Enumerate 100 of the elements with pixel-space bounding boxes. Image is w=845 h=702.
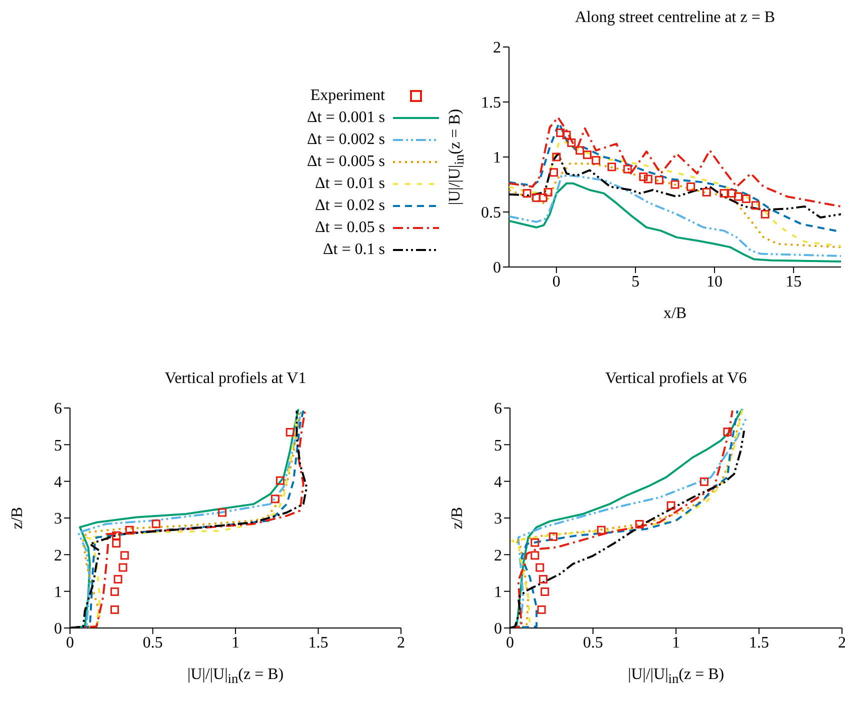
- point: [270, 494, 280, 504]
- y-tick-label: 5: [54, 437, 62, 454]
- legend-label: Δt = 0.001 s: [307, 108, 385, 126]
- point: [666, 501, 676, 510]
- x-tick-label: 1.5: [308, 634, 328, 652]
- point: [152, 520, 160, 528]
- point: [720, 189, 728, 198]
- point: [540, 587, 550, 596]
- y-tick-label: 2: [494, 547, 502, 564]
- point: [583, 150, 592, 160]
- point: [576, 146, 584, 155]
- x-tick-label: 5: [631, 273, 640, 290]
- point: [125, 526, 134, 534]
- point: [538, 193, 548, 202]
- point: [112, 539, 121, 548]
- point: [286, 428, 294, 436]
- point: [728, 189, 736, 198]
- y-tick-label: 3: [494, 510, 502, 528]
- y-tick-label: 6: [494, 400, 502, 418]
- y-tick-label: 2: [493, 40, 501, 57]
- chart-title: Along street centreline at z = B: [574, 9, 776, 27]
- point: [686, 182, 696, 191]
- y-tick-label: 0: [493, 260, 501, 277]
- point: [700, 477, 708, 486]
- y-tick-label: 4: [54, 474, 62, 492]
- x-axis-title: x/B: [663, 305, 687, 323]
- point: [670, 180, 680, 189]
- point: [549, 168, 558, 177]
- point: [548, 532, 558, 541]
- point: [639, 172, 648, 182]
- point: [552, 152, 561, 162]
- point: [112, 531, 121, 540]
- x-tick-label: 2: [397, 634, 405, 652]
- legend-label: Experiment: [310, 86, 385, 104]
- point: [114, 574, 122, 584]
- point: [734, 192, 742, 201]
- chart-title: Vertical profiels at V6: [605, 370, 747, 388]
- x-tick-label: 0: [552, 273, 560, 290]
- x-tick-label: 1: [232, 634, 240, 652]
- point: [760, 210, 770, 218]
- line-series: [509, 116, 841, 208]
- x-axis-title: |U|/|U|$_{in}$(z = B): [187, 666, 284, 688]
- y-tick-label: 1: [494, 584, 502, 602]
- x-tick-label: 0: [506, 634, 514, 652]
- legend-label: Δt = 0.01 s: [315, 174, 385, 192]
- y-tick-label: 0: [494, 620, 502, 638]
- y-tick-label: 6: [54, 400, 62, 418]
- point: [536, 563, 544, 572]
- point: [597, 526, 606, 534]
- point: [644, 174, 652, 184]
- legend-label: Δt = 0.002 s: [307, 130, 385, 148]
- point: [562, 130, 571, 140]
- point: [654, 176, 664, 184]
- point: [635, 520, 644, 528]
- x-tick-label: 1: [672, 634, 680, 652]
- point: [538, 574, 548, 584]
- point: [567, 138, 576, 147]
- point: [556, 128, 565, 138]
- x-tick-label: 1.5: [749, 634, 769, 652]
- point: [118, 563, 128, 572]
- point: [532, 193, 541, 202]
- chart-title: Vertical profiels at V1: [164, 370, 306, 388]
- y-tick-label: 0: [54, 620, 62, 638]
- point: [537, 605, 546, 614]
- point: [592, 156, 600, 165]
- y-tick-label: 1: [493, 150, 501, 167]
- point: [110, 605, 119, 614]
- x-tick-label: 0: [66, 634, 74, 652]
- point: [608, 162, 616, 172]
- legend-label: Δt = 0.02 s: [315, 196, 385, 214]
- x-tick-label: 0.5: [583, 634, 603, 652]
- y-tick-label: 5: [494, 437, 502, 454]
- point: [751, 201, 760, 210]
- point: [110, 587, 119, 596]
- point: [623, 164, 632, 174]
- point: [120, 551, 129, 560]
- x-tick-label: 0.5: [142, 634, 163, 652]
- x-tick-label: 15: [786, 273, 802, 290]
- x-axis-title: |U|/|U|$_{in}$(z = B): [628, 666, 724, 688]
- y-axis-title: z/B: [449, 506, 467, 530]
- point: [723, 428, 732, 436]
- point: [530, 551, 540, 560]
- point: [742, 194, 750, 204]
- point: [530, 538, 540, 547]
- y-tick-label: 4: [494, 474, 502, 492]
- point: [702, 188, 711, 196]
- y-tick-label: 1.5: [481, 94, 501, 112]
- y-tick-label: 0.5: [481, 204, 501, 222]
- legend-label: Δt = 0.1 s: [323, 240, 385, 258]
- point: [218, 508, 227, 517]
- x-tick-label: 2: [838, 634, 845, 652]
- x-tick-label: 10: [706, 273, 723, 290]
- line-series: [509, 140, 841, 248]
- y-tick-label: 2: [54, 547, 62, 564]
- y-tick-label: 3: [54, 510, 62, 528]
- point: [276, 476, 284, 485]
- legend-label: Δt = 0.005 s: [307, 152, 385, 170]
- point: [522, 189, 532, 198]
- y-tick-label: 1: [54, 584, 62, 602]
- point: [544, 188, 552, 196]
